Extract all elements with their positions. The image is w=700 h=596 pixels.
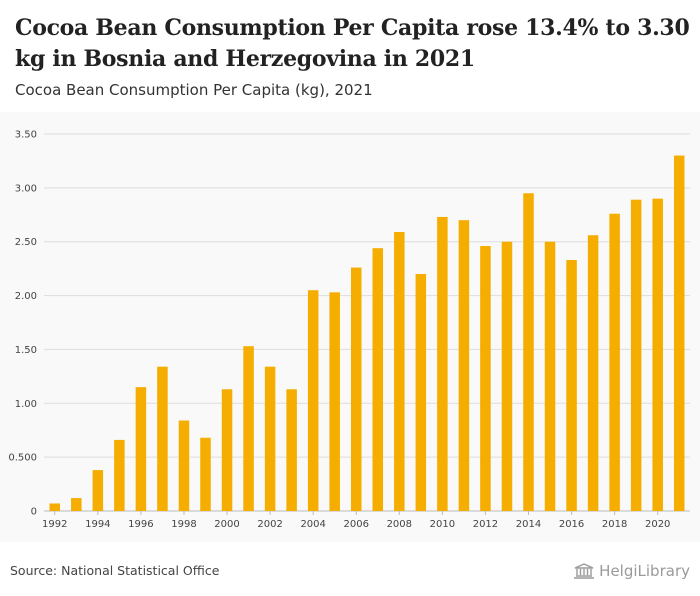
x-tick-label: 2016 — [559, 519, 584, 530]
x-tick-label: 2002 — [257, 519, 282, 530]
bar-2015[interactable] — [544, 241, 556, 511]
y-tick-label: 1.50 — [15, 345, 37, 356]
x-tick-label: 2014 — [516, 519, 541, 530]
bar-2001[interactable] — [243, 346, 254, 511]
bar-2012[interactable] — [480, 246, 491, 511]
x-tick-label: 2008 — [387, 519, 412, 530]
x-tick-label: 1996 — [128, 519, 153, 530]
y-tick-label: 1.00 — [15, 399, 37, 410]
y-tick-label: 0 — [31, 507, 37, 518]
bar-2013[interactable] — [501, 241, 513, 511]
x-tick-label: 1994 — [85, 519, 110, 530]
x-tick-label: 2020 — [645, 519, 670, 530]
y-tick-label: 3.50 — [15, 130, 37, 141]
bar-2011[interactable] — [458, 220, 470, 512]
bar-2010[interactable] — [437, 216, 448, 511]
x-tick-label: 2012 — [473, 519, 498, 530]
y-tick-label: 2.00 — [15, 291, 37, 302]
bar-2000[interactable] — [221, 389, 233, 511]
bar-1993[interactable] — [71, 498, 82, 511]
y-tick-label: 3.00 — [15, 183, 37, 194]
y-tick-label: 2.50 — [15, 237, 37, 248]
y-axis: 0 0.500 1.00 1.50 2.00 2.50 3.00 3.50 — [8, 130, 37, 518]
bar-2014[interactable] — [523, 193, 534, 511]
y-tick-label: 0.500 — [8, 453, 37, 464]
library-building-icon — [574, 563, 595, 579]
x-axis: 1992 1994 1996 1998 2000 2002 2004 2006 2008 2010… — [42, 511, 670, 530]
bar-2017[interactable] — [587, 235, 599, 511]
bar-2021[interactable] — [673, 155, 685, 511]
bar-2004[interactable] — [307, 290, 319, 511]
bar-1995[interactable] — [114, 439, 125, 511]
chart-subtitle: Cocoa Bean Consumption Per Capita (kg), … — [15, 81, 373, 99]
bar-2005[interactable] — [329, 292, 340, 511]
bar-1997[interactable] — [157, 366, 168, 511]
bar-2006[interactable] — [350, 267, 362, 511]
bar-1998[interactable] — [178, 420, 190, 511]
bar-2016[interactable] — [566, 260, 577, 511]
bar-1996[interactable] — [135, 387, 147, 511]
bars — [49, 155, 685, 512]
x-tick-label: 1998 — [171, 519, 196, 530]
bar-2003[interactable] — [286, 389, 297, 511]
bar-2019[interactable] — [630, 199, 642, 511]
x-tick-label: 2018 — [602, 519, 627, 530]
bar-1994[interactable] — [92, 470, 104, 511]
x-tick-label: 2000 — [214, 519, 239, 530]
gridlines — [44, 133, 690, 512]
bar-2008[interactable] — [394, 232, 405, 511]
bar-1992[interactable] — [49, 503, 61, 511]
helgilibrary-logo[interactable]: HelgiLibrary — [573, 562, 690, 580]
bar-2007[interactable] — [372, 248, 384, 511]
x-tick-label: 2010 — [430, 519, 455, 530]
chart-title: Cocoa Bean Consumption Per Capita rose 1… — [15, 15, 690, 72]
bar-1999[interactable] — [200, 437, 211, 511]
bar-2020[interactable] — [652, 198, 663, 511]
logo-text: HelgiLibrary — [599, 562, 690, 580]
bar-2002[interactable] — [264, 366, 276, 511]
x-tick-label: 1992 — [42, 519, 67, 530]
bar-2009[interactable] — [415, 274, 427, 511]
x-tick-label: 2004 — [300, 519, 325, 530]
x-tick-label: 2006 — [344, 519, 369, 530]
source-note: Source: National Statistical Office — [10, 563, 220, 578]
bar-2018[interactable] — [609, 213, 620, 511]
